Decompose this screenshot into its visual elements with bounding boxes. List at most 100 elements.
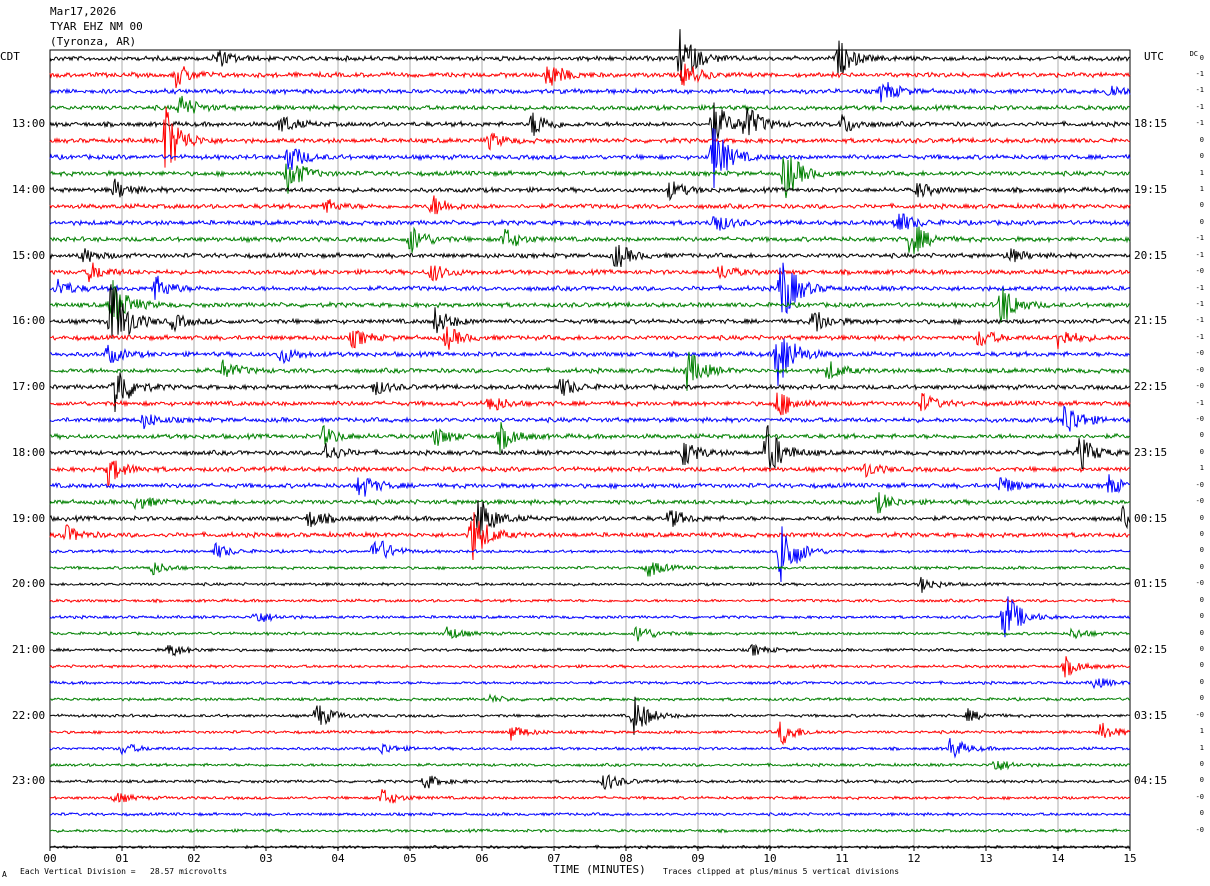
dc-offset-value: -0: [1195, 825, 1204, 834]
seismic-trace: [49, 678, 1131, 690]
seismic-trace: [49, 760, 1131, 771]
seismic-trace: [49, 127, 1131, 189]
left-hour-label: 17:00: [12, 380, 46, 394]
dc-offset-value: -1: [1195, 102, 1204, 111]
left-hour-label: 20:00: [12, 577, 46, 591]
right-hour-label: 22:15: [1134, 380, 1168, 394]
dc-offset-value: -1: [1195, 234, 1204, 243]
seismic-trace: [49, 82, 1131, 103]
seismic-trace: [49, 392, 1131, 416]
dc-offset-value: -1: [1195, 283, 1204, 292]
seismic-trace: [49, 95, 1131, 114]
dc-offset-value: 0: [1199, 201, 1204, 210]
dc-offset-value: -0: [1195, 497, 1204, 506]
dc-offset-value: 0: [1199, 677, 1204, 686]
dc-offset-value: -0: [1195, 792, 1204, 801]
seismic-trace: [49, 626, 1131, 642]
dc-offset-value: -0: [1195, 267, 1204, 276]
left-hour-label: 16:00: [12, 314, 46, 328]
seismic-trace: [49, 576, 1131, 593]
dc-offset-value: 0: [1199, 152, 1204, 161]
dc-offset-value: -0: [1195, 579, 1204, 588]
seismic-trace: [49, 474, 1131, 497]
seismic-trace: [49, 102, 1131, 151]
right-hour-label: 01:15: [1134, 577, 1168, 591]
seismic-trace: [49, 226, 1131, 254]
left-hour-label: 14:00: [12, 182, 46, 196]
seismic-trace: [49, 656, 1131, 678]
x-tick-label: 06: [475, 852, 489, 865]
seismic-trace: [49, 562, 1131, 577]
dc-offset-value: 0: [1199, 809, 1204, 818]
station-id: TYAR EHZ NM 00: [50, 20, 143, 33]
x-tick-label: 12: [907, 852, 921, 865]
dc-offset-value: -1: [1195, 316, 1204, 325]
dc-offset-value: -1: [1195, 398, 1204, 407]
plot-date: Mar17,2026: [50, 5, 117, 18]
seismic-trace: [49, 404, 1131, 432]
right-hour-label: 20:15: [1134, 248, 1168, 262]
dc-offset-value: 1: [1199, 727, 1204, 736]
right-timezone-label: UTC: [1144, 50, 1164, 63]
seismic-trace: [50, 460, 1131, 489]
left-hour-label: 18:00: [12, 445, 46, 459]
right-hour-label: 19:15: [1134, 182, 1168, 196]
x-tick-label: 08: [619, 852, 633, 865]
dc-offset-value: 0: [1199, 759, 1204, 768]
dc-offset-value: 1: [1199, 184, 1204, 193]
seismic-trace: [49, 598, 1131, 604]
dc-offset-value: 0: [1199, 135, 1204, 144]
x-tick-label: 09: [691, 852, 705, 865]
seismic-trace: [49, 244, 1131, 267]
seismic-trace: [49, 643, 1131, 657]
plot-frame: [49, 49, 1131, 848]
x-tick-label: 02: [187, 852, 201, 865]
x-tick-label: 10: [763, 852, 777, 865]
dc-offset-value: 0: [1199, 217, 1204, 226]
dc-offset-value: -0: [1195, 365, 1204, 374]
dc-offset-value: 0: [1199, 628, 1204, 637]
dc-offset-value: -0: [1195, 480, 1204, 489]
seismic-trace: [49, 693, 1131, 704]
seismic-trace: [49, 696, 1131, 735]
x-tick-label: 05: [403, 852, 417, 865]
x-tick-label: 15: [1123, 852, 1137, 865]
seismic-trace: [49, 425, 1131, 470]
seismic-trace: [49, 262, 1131, 283]
seismic-trace: [49, 828, 1131, 834]
dc-offset-value: -0: [1195, 382, 1204, 391]
clip-note: Traces clipped at plus/minus 5 vertical …: [663, 867, 900, 876]
dc-offset-value: 1: [1199, 464, 1204, 473]
seismic-trace: [49, 721, 1131, 746]
left-hour-label: 23:00: [12, 774, 46, 788]
dc-offset-value: -1: [1195, 86, 1204, 95]
seismic-trace: [49, 106, 1131, 168]
seismic-trace: [49, 284, 1131, 339]
dc-offset-value: 0: [1199, 562, 1204, 571]
right-hour-label: 03:15: [1134, 708, 1168, 722]
dc-offset-value: 0: [1199, 431, 1204, 440]
seismic-trace: [49, 338, 1131, 386]
dc-column-label: DC: [1189, 50, 1198, 58]
seismic-trace: [49, 422, 1131, 453]
seismic-trace: [49, 63, 1131, 89]
left-timezone-label: CDT: [0, 50, 20, 63]
left-hour-label: 19:00: [12, 511, 46, 525]
dc-offset-value: 1: [1199, 743, 1204, 752]
seismic-trace: [49, 774, 1131, 791]
x-tick-label: 01: [115, 852, 129, 865]
dc-offset-value: -1: [1195, 332, 1204, 341]
seismic-trace: [49, 512, 1131, 561]
left-hour-label: 15:00: [12, 248, 46, 262]
right-hour-label: 02:15: [1134, 642, 1168, 656]
left-hour-label: 21:00: [12, 642, 46, 656]
dc-offset-value: 0: [1199, 595, 1204, 604]
dc-offset-value: -0: [1195, 414, 1204, 423]
seismic-trace: [49, 178, 1131, 202]
seismic-trace: [49, 811, 1131, 818]
right-hour-label: 23:15: [1134, 445, 1168, 459]
seismic-trace: [49, 195, 1131, 215]
right-hour-label: 21:15: [1134, 314, 1168, 328]
dc-offset-value: 0: [1199, 529, 1204, 538]
dc-offset-value: 0: [1199, 644, 1204, 653]
